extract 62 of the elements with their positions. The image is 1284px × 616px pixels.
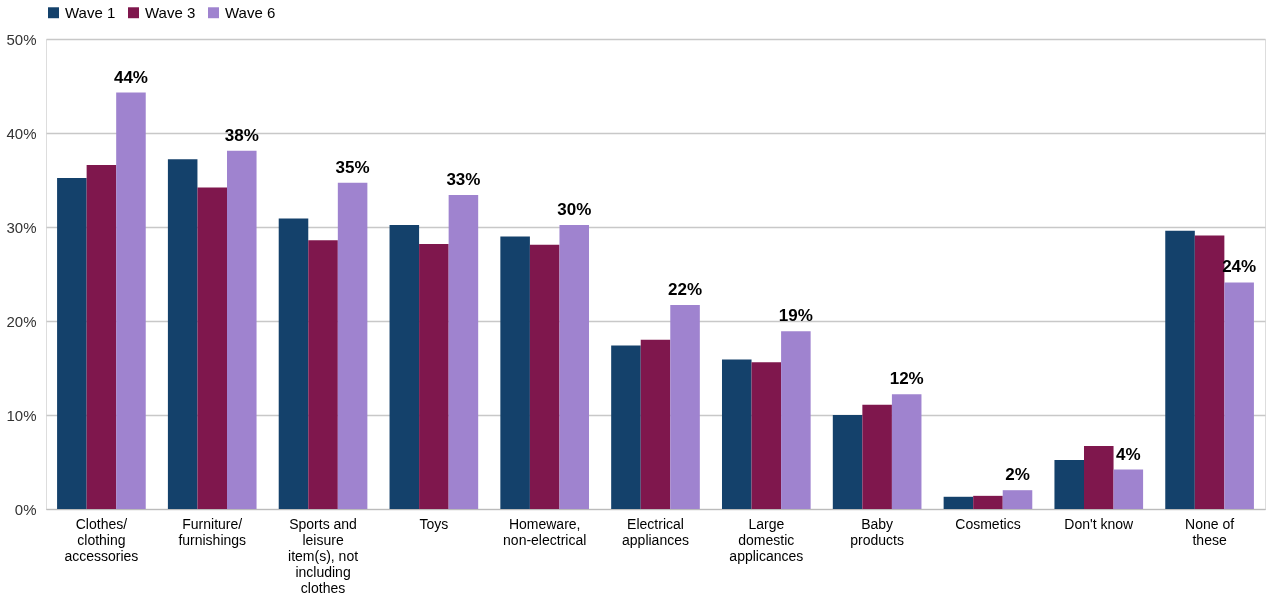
legend-label: Wave 6 bbox=[225, 3, 276, 21]
bar bbox=[1002, 490, 1033, 509]
bar bbox=[227, 150, 257, 509]
bar bbox=[862, 404, 892, 509]
bar bbox=[116, 92, 146, 509]
bar bbox=[278, 218, 309, 509]
bar bbox=[1165, 230, 1195, 509]
bar bbox=[167, 159, 198, 509]
bar bbox=[1084, 446, 1114, 509]
bar bbox=[308, 240, 338, 509]
y-tick-label: 40% bbox=[6, 124, 37, 142]
bar bbox=[640, 339, 671, 509]
x-tick-label: Toys bbox=[419, 515, 449, 532]
bar bbox=[448, 195, 479, 509]
y-tick-label: 50% bbox=[6, 30, 37, 48]
x-tick-label: Large domestic applicances bbox=[729, 515, 804, 564]
bar bbox=[197, 187, 227, 509]
data-label: 2% bbox=[1005, 465, 1030, 485]
data-label: 4% bbox=[1116, 444, 1141, 464]
bar bbox=[973, 495, 1003, 509]
data-label: 30% bbox=[557, 200, 592, 220]
data-label: 12% bbox=[889, 369, 924, 389]
x-tick-label: Electrical appliances bbox=[622, 515, 689, 548]
bar bbox=[57, 178, 87, 509]
bar bbox=[337, 182, 368, 509]
x-tick-label: Don't know bbox=[1064, 515, 1135, 532]
data-label: 33% bbox=[446, 170, 481, 190]
bar bbox=[611, 345, 641, 509]
x-tick-label: Cosmetics bbox=[955, 515, 1021, 532]
x-tick-label: Homeware, non-electrical bbox=[503, 515, 587, 548]
bar bbox=[1113, 469, 1144, 509]
legend-label: Wave 1 bbox=[65, 3, 116, 21]
data-label: 22% bbox=[668, 280, 703, 300]
x-tick-label: None of these bbox=[1185, 515, 1235, 548]
bar bbox=[1054, 460, 1084, 509]
bar bbox=[891, 394, 922, 509]
data-label: 44% bbox=[113, 67, 148, 87]
bar bbox=[86, 164, 117, 509]
bar bbox=[670, 305, 700, 509]
bar bbox=[389, 225, 420, 509]
bar bbox=[832, 415, 863, 509]
x-tick-label: Clothes/ clothing accessories bbox=[64, 515, 139, 564]
bar bbox=[1224, 282, 1254, 509]
x-tick-label: Baby products bbox=[850, 515, 904, 548]
bar bbox=[721, 359, 752, 509]
data-label: 19% bbox=[778, 306, 813, 326]
bar bbox=[559, 225, 590, 509]
bar bbox=[500, 236, 530, 509]
x-tick-label: Sports and leisure item(s), not including clothes bbox=[288, 515, 359, 596]
data-label: 38% bbox=[224, 125, 259, 145]
y-tick-label: 0% bbox=[14, 500, 37, 518]
y-tick-label: 10% bbox=[6, 406, 37, 424]
x-tick-label: Furniture/ furnishings bbox=[178, 515, 247, 548]
bar bbox=[419, 243, 449, 509]
bar bbox=[943, 496, 974, 509]
y-tick-label: 20% bbox=[6, 312, 37, 330]
bar bbox=[751, 362, 782, 509]
bar bbox=[529, 244, 560, 509]
data-label: 35% bbox=[335, 157, 370, 177]
y-tick-label: 30% bbox=[6, 218, 37, 236]
bar bbox=[781, 331, 811, 509]
legend-label: Wave 3 bbox=[145, 3, 196, 21]
